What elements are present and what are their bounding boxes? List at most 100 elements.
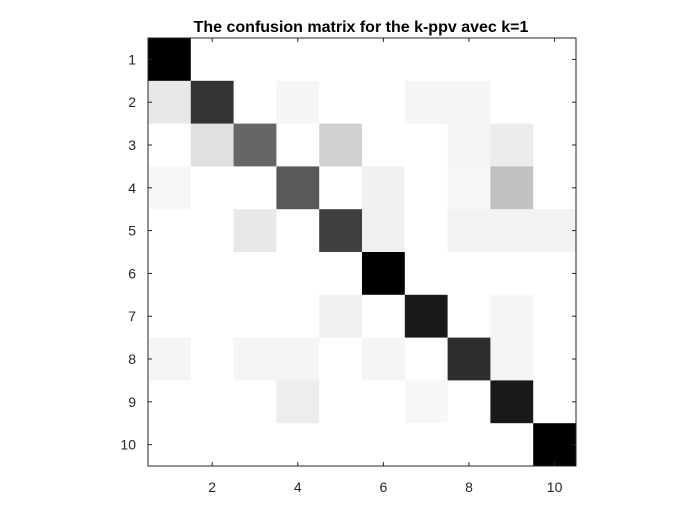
- heatmap-cell-r3-c8: [447, 123, 491, 167]
- heatmap-cell-r6-c2: [190, 252, 234, 296]
- heatmap-cell-r3-c1: [148, 123, 192, 167]
- heatmap-cell-r10-c6: [362, 423, 406, 467]
- heatmap-cell-r3-c9: [490, 123, 534, 167]
- heatmap-cell-r10-c4: [276, 423, 320, 467]
- heatmap-cell-r9-c6: [362, 380, 406, 424]
- heatmap-cell-r1-c9: [490, 38, 534, 82]
- heatmap-cell-r4-c1: [148, 166, 192, 210]
- y-tick-label-7: 7: [128, 308, 136, 324]
- heatmap-cell-r7-c5: [319, 294, 363, 338]
- x-tick-label-10: 10: [547, 479, 563, 495]
- heatmap-cell-r7-c10: [533, 294, 577, 338]
- heatmap-cell-r8-c5: [319, 337, 363, 381]
- heatmap-cell-r7-c2: [190, 294, 234, 338]
- heatmap-cell-r6-c6: [362, 252, 406, 296]
- x-tick-label-8: 8: [465, 479, 473, 495]
- heatmap-cell-r1-c1: [148, 38, 192, 82]
- heatmap-cell-r6-c9: [490, 252, 534, 296]
- heatmap-cell-r5-c4: [276, 209, 320, 253]
- heatmap-cell-r2-c3: [233, 80, 277, 124]
- heatmap-cell-r9-c10: [533, 380, 577, 424]
- heatmap-cell-r1-c5: [319, 38, 363, 82]
- heatmap-cell-r10-c7: [404, 423, 448, 467]
- heatmap-cell-r5-c8: [447, 209, 491, 253]
- heatmap-cell-r4-c8: [447, 166, 491, 210]
- heatmap-cell-r2-c6: [362, 80, 406, 124]
- heatmap-cell-r2-c9: [490, 80, 534, 124]
- heatmap-cell-r8-c3: [233, 337, 277, 381]
- heatmap-cell-r8-c8: [447, 337, 491, 381]
- y-tick-label-10: 10: [120, 437, 136, 453]
- heatmap-cell-r7-c1: [148, 294, 192, 338]
- x-tick-label-4: 4: [294, 479, 302, 495]
- heatmap-cell-r8-c10: [533, 337, 577, 381]
- heatmap-cell-r4-c2: [190, 166, 234, 210]
- x-tick-label-6: 6: [380, 479, 388, 495]
- heatmap-cell-r6-c8: [447, 252, 491, 296]
- y-tick-label-6: 6: [128, 265, 136, 281]
- heatmap-cell-r4-c3: [233, 166, 277, 210]
- heatmap-cell-r5-c5: [319, 209, 363, 253]
- heatmap-cell-r9-c2: [190, 380, 234, 424]
- heatmap-cell-r3-c3: [233, 123, 277, 167]
- heatmap-cell-r8-c7: [404, 337, 448, 381]
- heatmap-cell-r10-c1: [148, 423, 192, 467]
- heatmap-cell-r6-c1: [148, 252, 192, 296]
- heatmap-cell-r9-c8: [447, 380, 491, 424]
- heatmap-cells: [148, 38, 577, 467]
- heatmap-cell-r5-c9: [490, 209, 534, 253]
- heatmap-cell-r2-c2: [190, 80, 234, 124]
- heatmap-cell-r6-c5: [319, 252, 363, 296]
- heatmap-cell-r5-c1: [148, 209, 192, 253]
- heatmap-cell-r7-c4: [276, 294, 320, 338]
- heatmap-cell-r3-c5: [319, 123, 363, 167]
- heatmap-cell-r5-c2: [190, 209, 234, 253]
- heatmap-cell-r1-c2: [190, 38, 234, 82]
- heatmap-cell-r2-c8: [447, 80, 491, 124]
- y-tick-label-4: 4: [128, 180, 136, 196]
- y-tick-label-3: 3: [128, 137, 136, 153]
- y-tick-label-1: 1: [128, 51, 136, 67]
- heatmap-cell-r9-c7: [404, 380, 448, 424]
- heatmap-cell-r9-c4: [276, 380, 320, 424]
- heatmap-cell-r8-c1: [148, 337, 192, 381]
- heatmap-cell-r10-c2: [190, 423, 234, 467]
- heatmap-cell-r3-c7: [404, 123, 448, 167]
- heatmap-cell-r1-c10: [533, 38, 577, 82]
- heatmap-cell-r5-c10: [533, 209, 577, 253]
- heatmap-cell-r6-c10: [533, 252, 577, 296]
- heatmap-cell-r2-c1: [148, 80, 192, 124]
- heatmap-cell-r3-c6: [362, 123, 406, 167]
- heatmap-cell-r6-c3: [233, 252, 277, 296]
- y-tick-label-8: 8: [128, 351, 136, 367]
- heatmap-cell-r9-c1: [148, 380, 192, 424]
- heatmap-cell-r6-c7: [404, 252, 448, 296]
- heatmap-cell-r9-c5: [319, 380, 363, 424]
- heatmap-cell-r10-c3: [233, 423, 277, 467]
- heatmap-cell-r4-c9: [490, 166, 534, 210]
- heatmap-cell-r5-c7: [404, 209, 448, 253]
- heatmap-cell-r1-c6: [362, 38, 406, 82]
- y-tick-label-2: 2: [128, 94, 136, 110]
- y-tick-label-5: 5: [128, 223, 136, 239]
- heatmap-cell-r1-c7: [404, 38, 448, 82]
- heatmap-cell-r10-c9: [490, 423, 534, 467]
- axes-box: [147, 37, 577, 467]
- heatmap-cell-r9-c9: [490, 380, 534, 424]
- heatmap-cell-r6-c4: [276, 252, 320, 296]
- heatmap-cell-r9-c3: [233, 380, 277, 424]
- heatmap-cell-r8-c4: [276, 337, 320, 381]
- heatmap-cell-r8-c6: [362, 337, 406, 381]
- heatmap-cell-r4-c5: [319, 166, 363, 210]
- heatmap-cell-r2-c7: [404, 80, 448, 124]
- heatmap-cell-r7-c8: [447, 294, 491, 338]
- chart-title: The confusion matrix for the k-ppv avec …: [194, 19, 529, 36]
- heatmap-cell-r5-c3: [233, 209, 277, 253]
- heatmap-cell-r3-c2: [190, 123, 234, 167]
- heatmap-cell-r3-c4: [276, 123, 320, 167]
- heatmap-cell-r1-c4: [276, 38, 320, 82]
- heatmap-cell-r2-c10: [533, 80, 577, 124]
- heatmap-cell-r7-c6: [362, 294, 406, 338]
- y-tick-label-9: 9: [128, 394, 136, 410]
- heatmap-cell-r2-c4: [276, 80, 320, 124]
